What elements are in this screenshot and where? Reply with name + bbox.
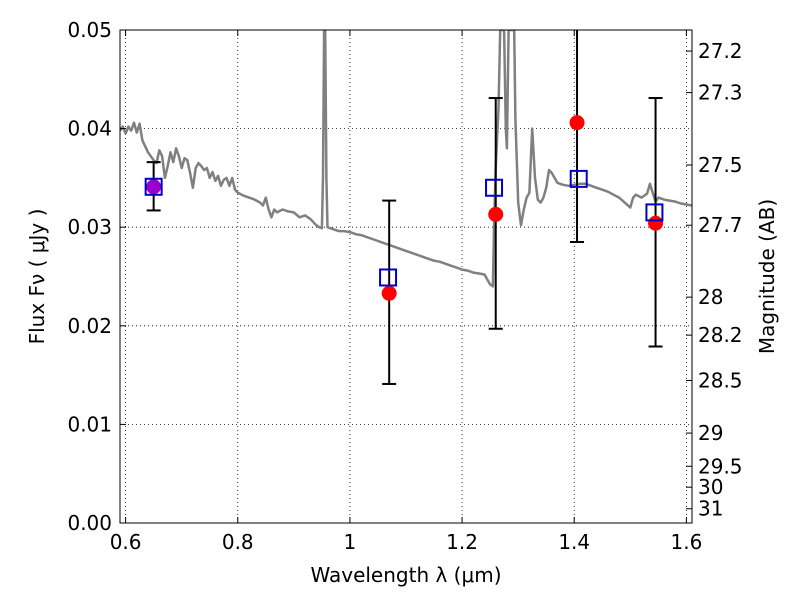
y2-tick-label: 27.2 xyxy=(698,39,743,63)
blue-square-markers xyxy=(144,169,664,287)
x-tick-label: 0.8 xyxy=(222,530,254,554)
blue-square-marker xyxy=(645,203,664,222)
x-axis-label: Wavelength λ (μm) xyxy=(310,563,501,587)
model-spectrum xyxy=(120,30,692,288)
x-tick-label: 1 xyxy=(344,530,357,554)
y-tick-label: 0.03 xyxy=(67,215,112,239)
y2-tick-label: 28.2 xyxy=(698,323,743,347)
x-tick-label: 1.6 xyxy=(670,530,702,554)
y-axis-label: Flux Fν ( μJy ) xyxy=(25,209,49,345)
blue-square-marker xyxy=(569,169,588,188)
y2-tick-label: 28.5 xyxy=(698,368,743,392)
red-data-point xyxy=(648,215,664,231)
error-bars xyxy=(146,30,663,385)
x-axis-ticks: 0.6 0.8 1 1.2 1.4 1.6 xyxy=(110,30,702,554)
y-axis-ticks: 0.00 0.01 0.02 0.03 0.04 0.05 xyxy=(67,18,126,535)
y-tick-label: 0.01 xyxy=(67,412,112,436)
y2-tick-label: 27.7 xyxy=(698,213,743,237)
red-data-point xyxy=(488,206,504,222)
y2-tick-label: 28 xyxy=(698,285,723,309)
red-data-point xyxy=(146,179,162,195)
spectrum-line xyxy=(120,30,692,288)
y2-tick-label: 27.3 xyxy=(698,81,743,105)
red-data-point xyxy=(381,285,397,301)
y2-tick-label: 29.5 xyxy=(698,454,743,478)
x-tick-label: 0.6 xyxy=(110,530,142,554)
blue-square-marker xyxy=(485,178,504,197)
y-tick-label: 0.05 xyxy=(67,18,112,42)
x-tick-label: 1.4 xyxy=(558,530,590,554)
y-tick-label: 0.00 xyxy=(67,511,112,535)
y2-tick-label: 27.5 xyxy=(698,153,743,177)
blue-square-marker xyxy=(144,177,163,196)
grid xyxy=(120,29,692,524)
y2-tick-label: 29 xyxy=(698,421,723,445)
blue-square-marker xyxy=(379,268,398,287)
plot-frame xyxy=(119,29,693,524)
y-tick-label: 0.02 xyxy=(67,314,112,338)
y2-tick-label: 31 xyxy=(698,497,723,521)
red-data-points xyxy=(146,115,664,301)
x-tick-label: 1.2 xyxy=(446,530,478,554)
y2-axis-label: Magnitude (AB) xyxy=(755,199,779,354)
y2-tick-label: 30 xyxy=(698,475,723,499)
y-tick-label: 0.04 xyxy=(67,117,112,141)
red-data-point xyxy=(569,115,585,131)
